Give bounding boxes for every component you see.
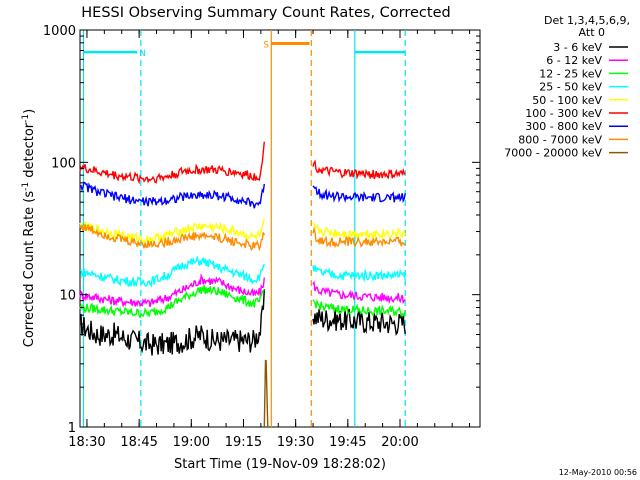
plot-frame <box>79 29 481 428</box>
series-line-12-25-kev-seg1 <box>312 298 406 319</box>
series-line-6-12-kev-seg0 <box>79 272 265 308</box>
series-line-300-800-kev-seg0 <box>79 181 265 209</box>
x-axis-ticks: 18:30 18:45 19:00 19:15 19:30 19:45 20:00 <box>68 30 471 450</box>
series-line-12-25-kev-seg0 <box>79 285 265 319</box>
legend-label-3-6-kev: 3 - 6 keV <box>553 41 602 54</box>
series-line-100-300-kev-seg1 <box>312 159 406 180</box>
x-tick-label: 20:00 <box>381 435 418 450</box>
y-tick-label: 10 <box>59 289 76 304</box>
legend-label-300-800-kev: 300 - 800 keV <box>525 120 602 133</box>
legend-header: Det 1,3,4,5,6,9, <box>544 14 630 27</box>
y-axis-ticks: 1 10 100 1000 <box>43 24 480 436</box>
series-line-25-50-kev-seg0 <box>79 255 265 288</box>
series-line-800-7000-kev-seg0 <box>79 224 265 252</box>
legend-label-100-300-kev: 100 - 300 keV <box>525 107 602 120</box>
y-axis-label-exp2: -1 <box>21 114 31 123</box>
legend-label-800-7000-kev: 800 - 7000 keV <box>518 133 602 146</box>
series-line-7000-20000-kev-seg0 <box>263 359 269 428</box>
y-tick-label: 1000 <box>43 24 76 39</box>
series-line-6-12-kev-seg1 <box>312 280 406 305</box>
annotation-label: N <box>139 49 146 59</box>
y-axis-label: Corrected Count Rate (s-1 detector-1) <box>21 109 37 347</box>
chart-title: HESSI Observing Summary Count Rates, Cor… <box>81 5 450 21</box>
series-line-50-100-kev-seg0 <box>79 218 265 245</box>
y-axis-label-main: Corrected Count Rate (s <box>22 191 37 348</box>
series-line-3-6-kev-seg1 <box>312 307 406 336</box>
annotations: NS <box>83 41 406 59</box>
series-line-800-7000-kev-seg1 <box>312 226 406 249</box>
y-tick-label: 100 <box>51 156 76 171</box>
x-tick-label: 19:15 <box>225 435 262 450</box>
series-line-25-50-kev-seg1 <box>312 265 406 283</box>
series-line-100-300-kev-seg0 <box>79 141 265 185</box>
annotation-label: S <box>263 41 269 51</box>
x-tick-label: 19:00 <box>173 435 210 450</box>
series-line-300-800-kev-seg1 <box>312 185 406 204</box>
series-lines <box>79 141 406 428</box>
series-line-50-100-kev-seg1 <box>312 221 406 241</box>
date-stamp: 12-May-2010 00:56 <box>559 468 637 477</box>
legend-label-7000-20000-kev: 7000 - 20000 keV <box>504 147 602 160</box>
legend-label-6-12-kev: 6 - 12 keV <box>546 54 602 67</box>
x-axis-label: Start Time (19-Nov-09 18:28:02) <box>174 457 386 472</box>
y-axis-label-end: ) <box>22 109 37 114</box>
y-axis-label-mid: detector <box>22 122 37 182</box>
legend-label-50-100-kev: 50 - 100 keV <box>532 94 602 107</box>
legend-header-att: Att 0 <box>579 26 605 39</box>
legend-label-25-50-kev: 25 - 50 keV <box>539 81 602 94</box>
x-tick-label: 19:45 <box>329 435 366 450</box>
series-line-3-6-kev-seg0 <box>79 289 265 356</box>
y-tick-label: 1 <box>68 421 76 436</box>
x-tick-label: 19:30 <box>277 435 314 450</box>
x-tick-label: 18:30 <box>68 435 105 450</box>
y-axis-label-exp1: -1 <box>21 182 31 191</box>
x-tick-label: 18:45 <box>120 435 157 450</box>
legend-label-12-25-kev: 12 - 25 keV <box>539 67 602 80</box>
